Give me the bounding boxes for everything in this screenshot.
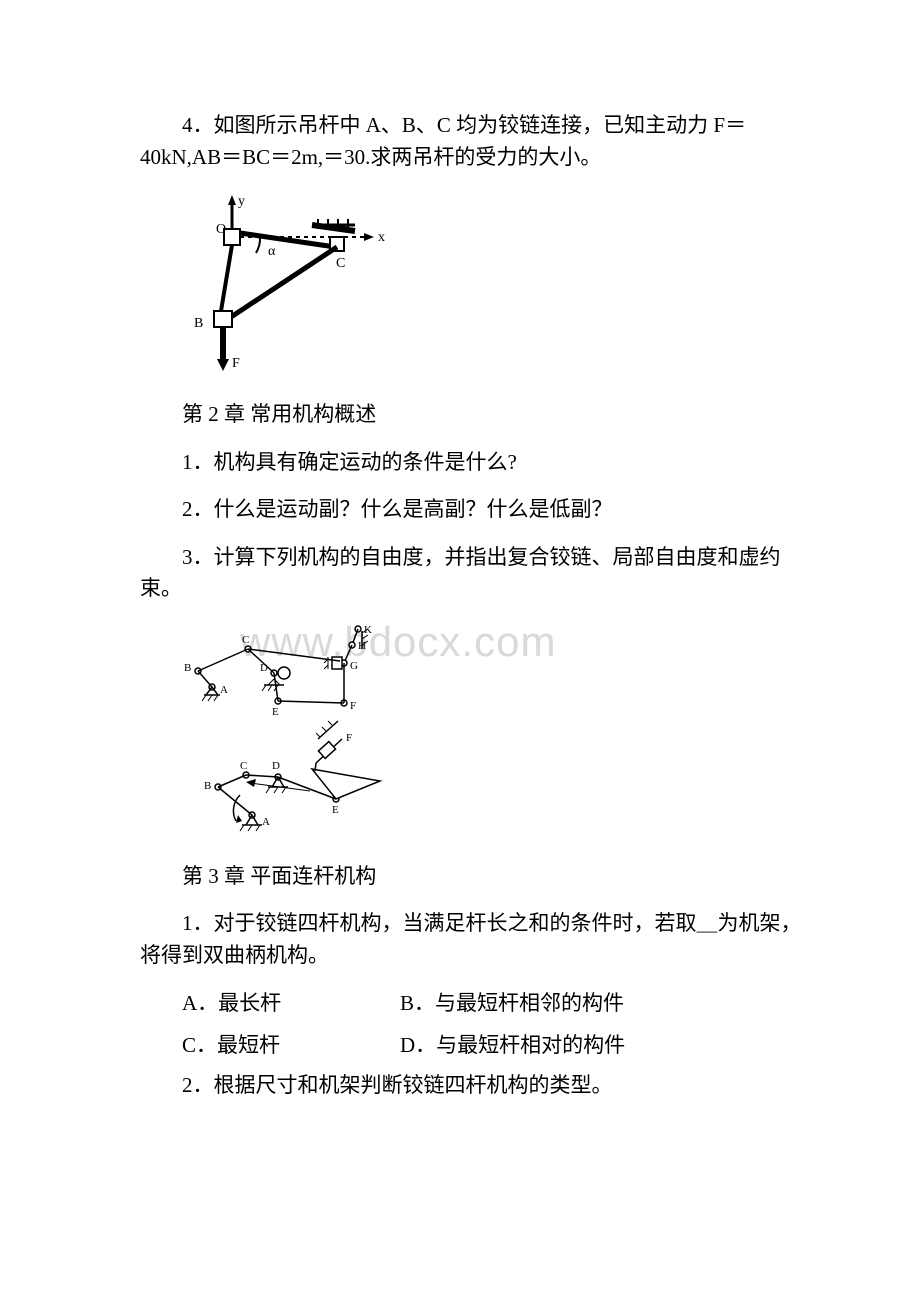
svg-text:x: x bbox=[378, 230, 385, 245]
svg-text:F: F bbox=[232, 356, 240, 371]
svg-text:G: G bbox=[350, 660, 358, 672]
svg-text:α: α bbox=[268, 244, 276, 259]
figure-2-container: K H G C B bbox=[180, 621, 820, 841]
svg-text:B: B bbox=[204, 780, 211, 792]
figure-1-svg: y x O C α bbox=[180, 189, 390, 379]
svg-text:E: E bbox=[332, 804, 339, 816]
options-row-1: A．最长杆 B．与最短杆相邻的构件 bbox=[140, 987, 820, 1021]
svg-text:y: y bbox=[238, 194, 245, 209]
ch2-question-2: 2．什么是运动副？什么是高副？什么是低副？ bbox=[140, 494, 820, 526]
ch3-question-2: 2．根据尺寸和机架判断铰链四杆机构的类型。 bbox=[140, 1070, 820, 1102]
options-row-2: C．最短杆 D．与最短杆相对的构件 bbox=[140, 1029, 820, 1063]
svg-text:C: C bbox=[240, 760, 247, 772]
chapter-2-title: 第 2 章 常用机构概述 bbox=[140, 399, 820, 431]
page-content: 4．如图所示吊杆中 A、B、C 均为铰链连接，已知主动力 F＝40kN,AB＝B… bbox=[140, 110, 820, 1102]
option-a: A．最长杆 bbox=[140, 987, 400, 1021]
svg-text:A: A bbox=[262, 816, 270, 828]
svg-text:A: A bbox=[220, 684, 228, 696]
figure-2-svg: K H G C B bbox=[180, 621, 400, 841]
svg-text:F: F bbox=[346, 732, 352, 744]
svg-text:C: C bbox=[336, 256, 345, 271]
svg-text:C: C bbox=[242, 634, 249, 646]
option-d: D．与最短杆相对的构件 bbox=[400, 1029, 820, 1063]
svg-text:B: B bbox=[184, 662, 191, 674]
figure-1-container: y x O C α bbox=[180, 189, 820, 379]
option-c: C．最短杆 bbox=[140, 1029, 400, 1063]
option-b: B．与最短杆相邻的构件 bbox=[400, 987, 820, 1021]
ch2-question-3: 3．计算下列机构的自由度，并指出复合铰链、局部自由度和虚约束。 bbox=[140, 542, 820, 605]
question-4-text: 4．如图所示吊杆中 A、B、C 均为铰链连接，已知主动力 F＝40kN,AB＝B… bbox=[140, 110, 820, 173]
svg-text:K: K bbox=[364, 624, 372, 636]
svg-text:B: B bbox=[194, 316, 203, 331]
chapter-3-title: 第 3 章 平面连杆机构 bbox=[140, 861, 820, 893]
svg-text:D: D bbox=[272, 760, 280, 772]
ch2-question-1: 1．机构具有确定运动的条件是什么? bbox=[140, 447, 820, 479]
svg-text:F: F bbox=[350, 700, 356, 712]
svg-text:E: E bbox=[272, 706, 279, 718]
ch3-question-1: 1．对于铰链四杆机构，当满足杆长之和的条件时，若取＿为机架，将得到双曲柄机构。 bbox=[140, 908, 820, 971]
